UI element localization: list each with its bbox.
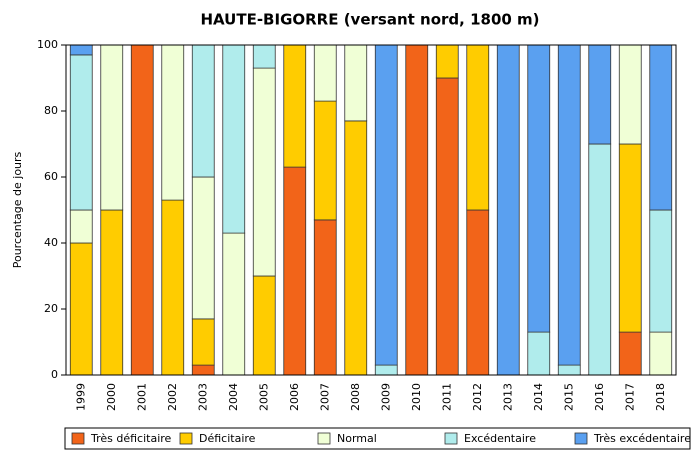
- bar-segment: [618, 143, 642, 333]
- bar-segment: [557, 44, 581, 366]
- legend-swatch: [179, 432, 193, 445]
- bar-segment: [374, 44, 398, 366]
- bar-segment: [374, 364, 398, 376]
- bar-segment: [649, 44, 673, 211]
- bar-segment: [191, 318, 215, 366]
- bar-segment: [69, 242, 93, 376]
- x-tick-label: 2007: [318, 383, 331, 411]
- bar-segment: [161, 44, 185, 201]
- bar-segment: [344, 44, 368, 122]
- bar-segment: [161, 199, 185, 376]
- bar-segment: [69, 54, 93, 211]
- bar-segment: [618, 44, 642, 145]
- bar-segment: [649, 209, 673, 333]
- x-tick-label: 2017: [623, 383, 636, 411]
- bar-segment: [69, 209, 93, 244]
- bar-segment: [588, 143, 612, 376]
- legend-label: Très déficitaire: [90, 432, 172, 445]
- legend-label: Excédentaire: [464, 432, 536, 445]
- x-tick-label: 2011: [440, 383, 453, 411]
- bar-segment: [618, 331, 642, 376]
- x-tick-label: 2003: [196, 383, 209, 411]
- legend-swatch: [574, 432, 588, 445]
- x-tick-label: 1999: [74, 383, 87, 411]
- bar-segment: [435, 44, 459, 79]
- x-tick-label: 2000: [105, 383, 118, 411]
- legend-swatch: [317, 432, 331, 445]
- x-tick-label: 2012: [471, 383, 484, 411]
- bar-segment: [649, 331, 673, 376]
- bar-segment: [252, 44, 276, 69]
- legend-label: Déficitaire: [199, 432, 256, 445]
- plot-frame: [65, 44, 677, 376]
- x-tick-label: 2014: [532, 383, 545, 411]
- y-tick-label: 0: [51, 368, 58, 381]
- x-tick-label: 2006: [288, 383, 301, 411]
- bar-segment: [100, 44, 124, 211]
- y-axis-label: Pourcentage de jours: [11, 151, 24, 268]
- bar-segment: [313, 44, 337, 102]
- bar-segment: [466, 44, 490, 211]
- bar-segment: [313, 219, 337, 376]
- x-tick-label: 2002: [166, 383, 179, 411]
- bar-segment: [283, 44, 307, 168]
- x-tick-label: 2001: [135, 383, 148, 411]
- bar-segment: [527, 44, 551, 333]
- y-tick-label: 40: [44, 236, 58, 249]
- bar-segment: [222, 232, 246, 376]
- legend-box: [64, 427, 691, 450]
- bar-segment: [496, 44, 520, 376]
- x-tick-label: 2005: [257, 383, 270, 411]
- x-tick-label: 2015: [562, 383, 575, 411]
- y-tick-label: 60: [44, 170, 58, 183]
- x-tick-label: 2004: [227, 383, 240, 411]
- x-tick-label: 2008: [349, 383, 362, 411]
- x-tick-label: 2016: [593, 383, 606, 411]
- bar-segment: [466, 209, 490, 376]
- bar-segment: [344, 120, 368, 376]
- bar-segment: [191, 176, 215, 320]
- chart-title: HAUTE-BIGORRE (versant nord, 1800 m): [200, 11, 539, 29]
- bar-segment: [588, 44, 612, 145]
- bar-segment: [435, 77, 459, 376]
- bar-segment: [191, 44, 215, 178]
- x-tick-label: 2013: [501, 383, 514, 411]
- bar-segment: [313, 100, 337, 221]
- y-tick-label: 100: [37, 38, 58, 51]
- bar-segment: [405, 44, 429, 376]
- bar-segment: [222, 44, 246, 234]
- bar-segment: [527, 331, 551, 376]
- bar-segment: [283, 166, 307, 376]
- x-tick-label: 2009: [379, 383, 392, 411]
- y-tick-label: 80: [44, 104, 58, 117]
- bar-segment: [252, 67, 276, 277]
- legend-swatch: [444, 432, 458, 445]
- legend-label: Normal: [337, 432, 377, 445]
- bar-segment: [557, 364, 581, 376]
- legend-swatch: [71, 432, 85, 445]
- bar-segment: [130, 44, 154, 376]
- y-tick-label: 20: [44, 302, 58, 315]
- bar-segment: [69, 44, 93, 56]
- x-tick-label: 2018: [654, 383, 667, 411]
- x-tick-label: 2010: [410, 383, 423, 411]
- bar-segment: [252, 275, 276, 376]
- bar-segment: [100, 209, 124, 376]
- legend-label: Très excédentaire: [593, 432, 691, 445]
- bar-segment: [191, 364, 215, 376]
